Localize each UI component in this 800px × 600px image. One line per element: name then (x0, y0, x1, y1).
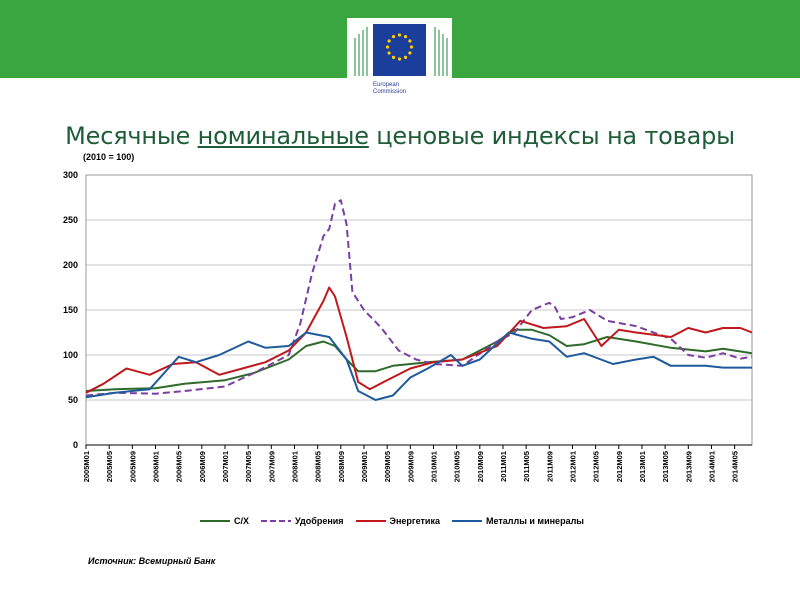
x-tick-label-2013M05: 2013M05 (661, 451, 670, 482)
x-tick-label-2013M01: 2013M01 (638, 451, 647, 482)
y-tick-label-150: 150 (63, 305, 78, 315)
x-tick-label-2010M09: 2010M09 (476, 451, 485, 482)
logo-text-line2: Commission (373, 89, 407, 95)
series-line-4 (85, 331, 752, 401)
x-tick-label-2005M01: 2005M01 (82, 451, 91, 482)
title-post: ценовые индексы на товары (368, 122, 735, 150)
slide-title: Месячные номинальные ценовые индексы на … (0, 122, 800, 150)
chart-legend: С/Х Удобрения Энергетика Металлы и минералы (200, 514, 596, 528)
source-note: Источник: Всемирный Банк (88, 556, 216, 566)
x-tick-label-2006M09: 2006M09 (198, 451, 207, 482)
ec-logo-graphic (354, 24, 448, 76)
y-tick-label-300: 300 (63, 170, 78, 180)
ec-logo: European Commission (347, 18, 452, 104)
x-tick-label-2009M01: 2009M01 (360, 451, 369, 482)
x-tick-label-2009M05: 2009M05 (383, 451, 392, 482)
x-tick-label-2008M01: 2008M01 (290, 451, 299, 482)
x-tick-label-2012M01: 2012M01 (568, 451, 577, 482)
x-tick-label-2005M05: 2005M05 (105, 451, 114, 482)
x-tick-label-2013M09: 2013M09 (684, 451, 693, 482)
series-line-3 (85, 286, 753, 394)
legend-label-1: С/Х (234, 516, 250, 526)
y-tick-label-50: 50 (68, 395, 78, 405)
x-tick-label-2007M09: 2007M09 (267, 451, 276, 482)
series-line-2 (85, 199, 753, 397)
legend-swatch-1 (200, 520, 230, 522)
title-pre: Месячные (65, 122, 198, 150)
series-line-1 (85, 328, 753, 392)
logo-text-line1: European (373, 82, 400, 88)
y-tick-label-0: 0 (73, 440, 78, 450)
x-tick-label-2010M05: 2010M05 (453, 451, 462, 482)
x-tick-label-2006M05: 2006M05 (175, 451, 184, 482)
x-tick-label-2008M05: 2008M05 (314, 451, 323, 482)
x-tick-label-2007M01: 2007M01 (221, 451, 230, 482)
legend-label-2: Удобрения (295, 516, 344, 526)
x-tick-label-2010M01: 2010M01 (429, 451, 438, 482)
grid-lines (85, 174, 753, 446)
legend-item-4: Металлы и минералы (451, 516, 584, 526)
title-underlined: номинальные (197, 122, 369, 150)
legend-label-4: Металлы и минералы (485, 516, 584, 526)
x-tick-label-2014M05: 2014M05 (731, 451, 740, 482)
series-lines (85, 199, 753, 401)
x-tick-label-2006M01: 2006M01 (151, 451, 160, 482)
x-tick-label-2011M01: 2011M01 (499, 451, 508, 482)
legend-item-2: Удобрения (261, 516, 344, 526)
legend-swatch-3 (355, 520, 386, 522)
x-tick-label-2011M09: 2011M09 (545, 451, 554, 482)
x-tick-label-2012M05: 2012M05 (592, 451, 601, 482)
legend-swatch-2 (261, 520, 292, 522)
x-tick-label-2009M09: 2009M09 (406, 451, 415, 482)
legend-item-1: С/Х (200, 516, 249, 526)
axes: 0 50 100 150 200 250 300 2005M01 2005M05 2005M09 2… (63, 170, 752, 482)
x-tick-label-2005M09: 2005M09 (128, 451, 137, 482)
x-tick-label-2007M05: 2007M05 (244, 451, 253, 482)
legend-item-3: Энергетика (355, 516, 440, 526)
y-tick-label-200: 200 (63, 260, 78, 270)
legend-swatch-4 (451, 520, 482, 522)
x-tick-label-2011M05: 2011M05 (522, 451, 531, 482)
x-tick-label-2012M09: 2012M09 (615, 451, 624, 482)
unit-note: (2010 = 100) (83, 152, 134, 162)
x-tick-label-2014M01: 2014M01 (707, 451, 716, 482)
x-tick-label-2008M09: 2008M09 (337, 451, 346, 482)
y-tick-label-100: 100 (63, 350, 78, 360)
y-tick-label-250: 250 (63, 215, 78, 225)
legend-label-3: Энергетика (389, 516, 440, 526)
ec-logo-text: European Commission (373, 82, 406, 96)
